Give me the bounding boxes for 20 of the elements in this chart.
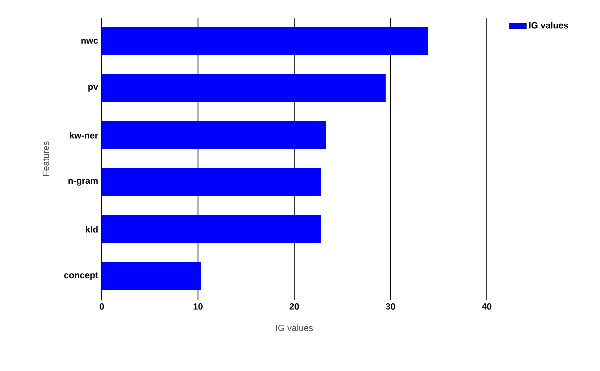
y-tick-label: kld xyxy=(86,226,98,233)
bar xyxy=(102,28,428,56)
legend-label: IG values xyxy=(529,22,568,29)
y-tick-label: pv xyxy=(88,85,98,92)
bar xyxy=(102,122,326,150)
x-tick-label: 20 xyxy=(290,304,300,310)
x-tick-label: 40 xyxy=(482,304,492,310)
x-tick-label: 0 xyxy=(100,304,104,310)
y-axis-title: Features xyxy=(43,142,50,176)
y-tick-label: concept xyxy=(64,272,98,280)
y-tick-label: kw-ner xyxy=(70,132,98,139)
x-tick-label: 10 xyxy=(194,304,203,310)
y-tick-label: nwc xyxy=(82,39,98,44)
bar xyxy=(102,168,322,197)
bar xyxy=(102,262,202,291)
bar xyxy=(102,74,386,103)
x-axis-title: IG values xyxy=(276,324,314,332)
y-tick-label: n-gram xyxy=(68,179,98,186)
bar xyxy=(102,216,322,244)
x-tick-label: 30 xyxy=(386,304,396,310)
